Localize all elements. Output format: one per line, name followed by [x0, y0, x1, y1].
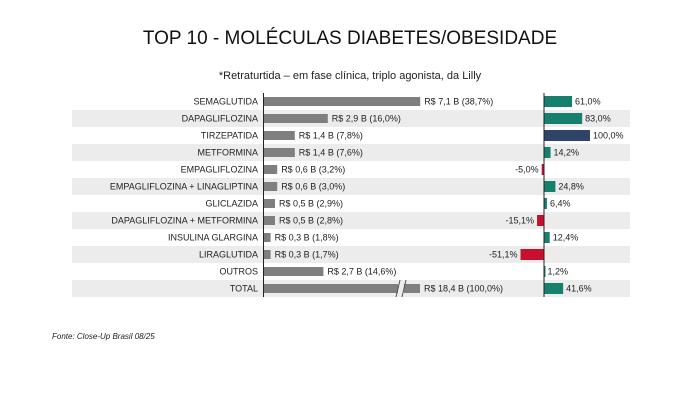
category-label: DAPAGLIFLOZINA	[182, 114, 258, 124]
growth-bar	[544, 181, 556, 192]
category-label: LIRAGLUTIDA	[199, 250, 258, 260]
sales-value-label: R$ 2,7 B (14,6%)	[327, 267, 396, 277]
sales-value-label: R$ 1,4 B (7,6%)	[299, 148, 363, 158]
sales-value-label: R$ 0,5 B (2,8%)	[279, 216, 343, 226]
sales-bar	[264, 182, 278, 191]
axis-break-mark	[395, 279, 401, 298]
sales-value-label: R$ 7,1 B (38,7%)	[424, 97, 493, 107]
category-label: INSULINA GLARGINA	[168, 233, 258, 243]
category-label: TIRZEPATIDA	[201, 131, 258, 141]
growth-bar	[544, 198, 547, 209]
sales-value-label: R$ 0,5 B (2,9%)	[279, 199, 343, 209]
growth-value-label: -15,1%	[506, 216, 535, 226]
sales-bar	[264, 216, 275, 225]
sales-bar	[264, 267, 324, 276]
chart-title: TOP 10 - MOLÉCULAS DIABETES/OBESIDADE	[142, 28, 558, 49]
growth-value-label: 1,2%	[548, 267, 569, 277]
growth-value-label: 41,6%	[566, 284, 592, 294]
category-label: EMPAGLIFLOZINA	[181, 165, 258, 175]
growth-bar	[544, 266, 546, 277]
source-note: Fonte: Close-Up Brasil 08/25	[52, 332, 155, 341]
growth-bar	[544, 147, 551, 158]
row-stripe	[72, 178, 630, 195]
sales-value-label: R$ 0,6 B (3,2%)	[281, 165, 345, 175]
sales-value-label: R$ 0,6 B (3,0%)	[281, 182, 345, 192]
sales-bar	[264, 250, 271, 259]
sales-value-label: R$ 2,9 B (16,0%)	[332, 114, 401, 124]
growth-value-label: 100,0%	[593, 131, 624, 141]
category-label: OUTROS	[219, 267, 258, 277]
growth-value-label: 61,0%	[575, 97, 601, 107]
growth-bar	[520, 249, 544, 260]
growth-value-label: -5,0%	[515, 165, 539, 175]
growth-value-label: -51,1%	[489, 250, 518, 260]
category-label: TOTAL	[230, 284, 258, 294]
category-label: SEMAGLUTIDA	[193, 97, 258, 107]
growth-bar	[544, 96, 573, 107]
row-stripe	[72, 212, 630, 229]
chart-subtitle: *Retraturtida – em fase clínica, triplo …	[218, 70, 482, 82]
sales-bar	[264, 148, 295, 157]
growth-bar	[544, 232, 550, 243]
sales-bar	[264, 199, 275, 208]
row-stripe	[72, 144, 630, 161]
growth-value-label: 6,4%	[550, 199, 571, 209]
growth-bar	[544, 283, 564, 294]
category-label: GLICLAZIDA	[205, 199, 258, 209]
sales-bar	[264, 131, 295, 140]
growth-bar	[537, 215, 544, 226]
axis-break-mark	[401, 279, 407, 298]
sales-bar	[264, 233, 271, 242]
sales-bar	[264, 165, 278, 174]
growth-bar	[544, 130, 590, 141]
category-label: METFORMINA	[198, 148, 259, 158]
sales-value-label: R$ 0,3 B (1,7%)	[275, 250, 339, 260]
growth-bar	[544, 113, 583, 124]
sales-bar	[264, 114, 328, 123]
category-label: EMPAGLIFLOZINA + LINAGLIPTINA	[110, 182, 258, 192]
growth-value-label: 14,2%	[554, 148, 580, 158]
row-stripe	[72, 110, 630, 127]
sales-value-label: R$ 1,4 B (7,8%)	[299, 131, 363, 141]
sales-bar	[264, 97, 421, 106]
growth-value-label: 83,0%	[585, 114, 611, 124]
row-stripe	[72, 246, 630, 263]
sales-value-label: R$ 0,3 B (1,8%)	[275, 233, 339, 243]
sales-value-label: R$ 18,4 B (100,0%)	[424, 284, 503, 294]
sales-bar	[264, 284, 420, 293]
growth-bar	[541, 164, 544, 175]
category-label: DAPAGLIFLOZINA + METFORMINA	[111, 216, 258, 226]
growth-value-label: 24,8%	[558, 182, 584, 192]
axis-break-gap	[398, 281, 404, 296]
growth-value-label: 12,4%	[553, 233, 579, 243]
